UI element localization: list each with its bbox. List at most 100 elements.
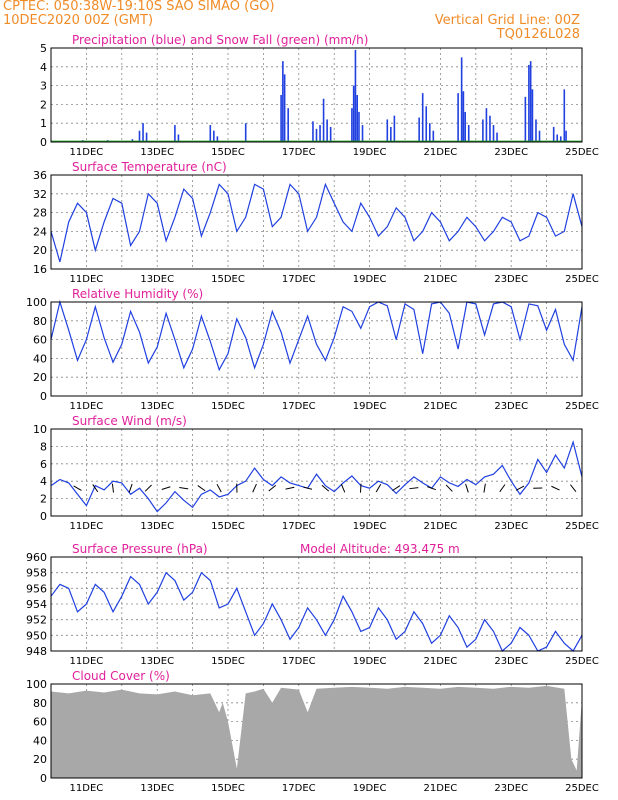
wind-arrow [285, 486, 295, 490]
precip-bar [462, 91, 465, 142]
cloud-cover-area [51, 685, 582, 778]
wind-arrow [515, 485, 525, 491]
y-tick-label: 952 [26, 614, 47, 627]
wind-arrow [92, 484, 99, 493]
x-tick-label: 11DEC [70, 401, 104, 412]
precip-bar [428, 123, 431, 142]
y-tick-label: 0 [40, 510, 47, 523]
precip-bar [244, 123, 247, 142]
y-tick-label: 28 [33, 207, 47, 220]
x-tick-label: 25DEC [565, 521, 599, 532]
y-tick-label: 954 [26, 598, 47, 611]
precip-bar [283, 74, 286, 142]
x-tick-label: 11DEC [70, 656, 104, 667]
x-tick-label: 25DEC [565, 783, 599, 794]
y-tick-label: 32 [33, 188, 47, 201]
y-tick-label: 5 [40, 42, 47, 55]
precip-bar [315, 128, 318, 142]
precip-bar [552, 126, 555, 142]
y-tick-label: 36 [33, 169, 47, 182]
x-tick-label: 19DEC [353, 783, 387, 794]
x-tick-label: 21DEC [424, 521, 458, 532]
y-tick-label: 100 [26, 296, 47, 309]
precip-bar [421, 93, 424, 142]
x-tick-label: 13DEC [140, 147, 174, 158]
x-tick-label: 23DEC [494, 401, 528, 412]
header-run-time: 10DEC2020 00Z (GMT) [3, 13, 154, 28]
precip-bar [142, 123, 144, 142]
precip-bar [531, 89, 534, 142]
y-tick-label: 1 [40, 117, 47, 130]
x-tick-label: 17DEC [282, 783, 316, 794]
wind-arrow [144, 484, 152, 492]
x-tick-label: 13DEC [140, 656, 174, 667]
precip-bar [528, 64, 530, 142]
x-tick-label: 23DEC [494, 783, 528, 794]
y-tick-label: 10 [33, 423, 47, 436]
x-tick-label: 25DEC [565, 656, 599, 667]
precip-bar [216, 136, 219, 142]
x-tick-label: 17DEC [282, 401, 316, 412]
precip-bar [390, 126, 392, 142]
y-tick-label: 4 [40, 475, 47, 488]
precip-bar [213, 130, 215, 142]
precip-bar [538, 130, 541, 142]
x-tick-label: 17DEC [282, 147, 316, 158]
panel-frame [50, 428, 583, 517]
precip-bar [524, 96, 527, 142]
y-tick-label: 950 [26, 629, 47, 642]
wind-arrow [359, 483, 362, 493]
x-tick-label: 13DEC [140, 401, 174, 412]
y-tick-label: 948 [26, 645, 47, 658]
y-tick-label: 40 [33, 352, 47, 365]
panel-frame [50, 683, 583, 779]
x-tick-label: 15DEC [211, 521, 245, 532]
x-tick-label: 11DEC [70, 521, 104, 532]
x-tick-label: 25DEC [565, 147, 599, 158]
x-tick-label: 19DEC [353, 401, 387, 412]
x-tick-label: 17DEC [282, 521, 316, 532]
precip-bar [393, 115, 396, 142]
precip-bar [496, 132, 498, 142]
y-tick-label: 958 [26, 567, 47, 580]
wind-arrow [252, 483, 257, 493]
x-tick-label: 19DEC [353, 656, 387, 667]
wind-arrow [340, 483, 346, 493]
precip-bar [145, 132, 148, 142]
precip-bar [131, 139, 134, 142]
y-tick-label: 60 [33, 334, 47, 347]
x-tick-label: 21DEC [424, 656, 458, 667]
precip-bar [322, 98, 325, 142]
precip-bar [361, 125, 364, 142]
panel-title: Surface Wind (m/s) [72, 414, 187, 428]
y-tick-label: 960 [26, 551, 47, 564]
x-tick-label: 23DEC [494, 521, 528, 532]
precip-bar [319, 125, 321, 142]
wind-arrow [197, 485, 206, 492]
header-model-id: TQ0126L028 [496, 27, 580, 42]
x-tick-label: 13DEC [140, 274, 174, 285]
wind-arrow [216, 483, 222, 493]
x-tick-label: 19DEC [353, 147, 387, 158]
wind-arrow [321, 484, 330, 492]
precip-bar [482, 119, 484, 142]
y-tick-label: 80 [33, 697, 47, 710]
series-line [50, 439, 583, 513]
series-line [50, 299, 583, 372]
precip-bar [418, 117, 420, 142]
x-tick-label: 13DEC [140, 783, 174, 794]
precip-bar [174, 125, 176, 142]
wind-arrow [161, 486, 171, 491]
wind-arrow [179, 486, 189, 490]
precip-bar [138, 130, 141, 142]
x-tick-label: 21DEC [424, 274, 458, 285]
y-tick-label: 8 [40, 440, 47, 453]
header-grid-note: Vertical Grid Line: 00Z [434, 13, 580, 28]
precip-bar [312, 121, 314, 142]
header-location: CPTEC: 050:38W-19:10S SAO SIMAO (GO) [3, 0, 275, 14]
precip-bar [492, 125, 495, 142]
x-tick-label: 13DEC [140, 521, 174, 532]
y-tick-label: 2 [40, 98, 47, 111]
precip-bar [280, 95, 282, 142]
